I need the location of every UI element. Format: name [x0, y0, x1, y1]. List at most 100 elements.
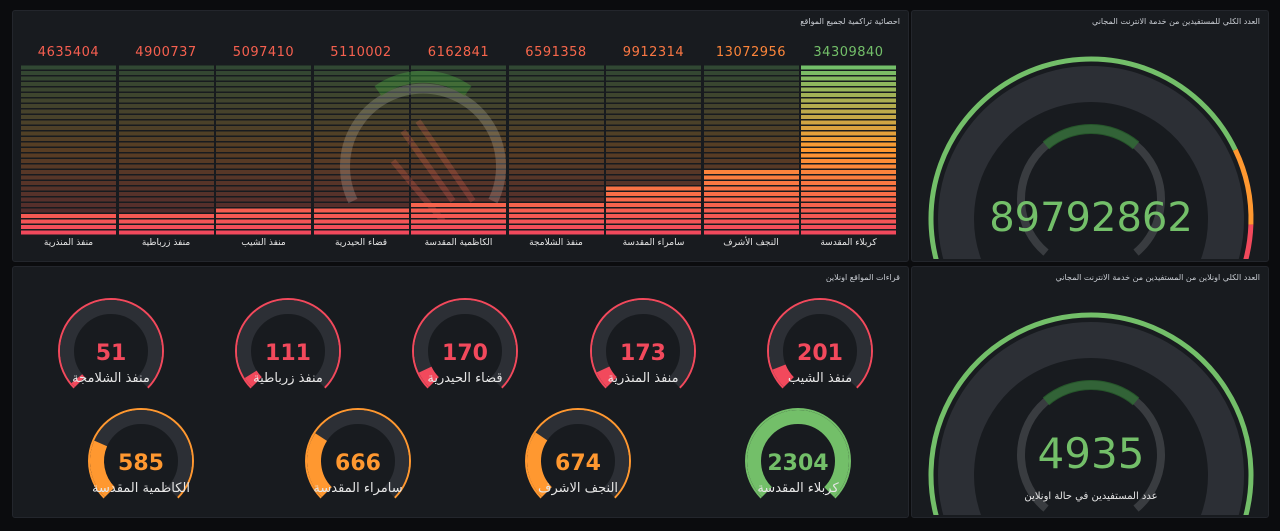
bar-segment-lit — [313, 219, 409, 224]
bar-column: 4635404 منفذ المنذرية — [21, 11, 116, 263]
bar-segment-lit — [21, 225, 116, 229]
bar-segment-unlit — [411, 192, 506, 196]
bar-segment-unlit — [703, 71, 799, 75]
bar-segment-lit — [801, 65, 896, 70]
bar-segment-unlit — [508, 148, 604, 152]
bar-segment-unlit — [508, 93, 604, 97]
site-gauge: 201 منفذ الشيب — [760, 297, 880, 397]
bar-segment-unlit — [118, 120, 214, 125]
bar-segment-lit — [216, 219, 311, 224]
gauge-track — [938, 322, 1244, 515]
bar-segment-unlit — [606, 142, 701, 147]
bar-segment-lit — [411, 214, 506, 218]
gauge-fill — [747, 410, 849, 498]
bar-segment-unlit — [216, 175, 311, 180]
bar-segment-unlit — [313, 175, 409, 180]
bar-segment-lit — [21, 230, 116, 235]
bar-segment-lit — [118, 230, 214, 235]
bar-segment-lit — [703, 192, 799, 196]
bar-value: 9912314 — [622, 45, 685, 60]
bar-segment-unlit — [216, 197, 311, 202]
site-gauge-value: 201 — [797, 341, 843, 366]
bar-segment-lit — [801, 225, 896, 229]
bar-segment-unlit — [216, 120, 311, 125]
bar-segment-unlit — [703, 87, 799, 92]
site-gauge-value: 173 — [620, 341, 666, 366]
gauge-threshold-arc — [525, 408, 631, 499]
gauge-threshold-arc — [928, 312, 1254, 515]
gauge-track — [769, 300, 871, 388]
bar-segment-lit — [508, 203, 604, 207]
bar-segment-unlit — [703, 164, 799, 169]
bar-segment-unlit — [118, 208, 214, 213]
bar-segment-unlit — [118, 186, 214, 191]
bar-segment-unlit — [118, 181, 214, 185]
bar-segment-lit — [216, 208, 311, 213]
gauge-threshold-arc — [1233, 148, 1254, 225]
bar-segment-unlit — [21, 126, 116, 130]
bar-segment-unlit — [21, 175, 116, 180]
bar-segment-unlit — [703, 131, 799, 136]
bar-segment-unlit — [216, 170, 311, 174]
bar-segment-unlit — [21, 82, 116, 86]
bar-segment-unlit — [508, 186, 604, 191]
bar-segment-lit — [801, 214, 896, 218]
bar-segment-unlit — [118, 197, 214, 202]
bar — [606, 65, 701, 235]
site-gauge: 674 النجف الاشرف — [518, 407, 638, 507]
bar-segment-lit — [801, 219, 896, 224]
site-gauge-value: 666 — [335, 451, 381, 476]
logo-watermark-band — [1042, 124, 1140, 150]
bar-segment-unlit — [216, 164, 311, 169]
bar-segment-unlit — [606, 120, 701, 125]
bar-segment-unlit — [411, 153, 506, 158]
gauge-track — [414, 300, 516, 388]
bar-segment-unlit — [118, 115, 214, 119]
bar-segment-unlit — [216, 186, 311, 191]
bar-segment-unlit — [411, 98, 506, 103]
bar-segment-unlit — [216, 71, 311, 75]
site-gauge-label: منفذ الشلامجة — [72, 371, 150, 386]
bar-segment-unlit — [216, 148, 311, 152]
bar-segment-unlit — [606, 71, 701, 75]
bar-segment-unlit — [313, 131, 409, 136]
bar-segment-unlit — [313, 186, 409, 191]
gauge-fill — [307, 433, 333, 498]
bar-segment-unlit — [703, 82, 799, 86]
bar-segment-unlit — [508, 142, 604, 147]
online-caption: عدد المستفيدين في حالة اونلاين — [1024, 491, 1158, 502]
bar-segment-lit — [606, 219, 701, 224]
bar-segment-lit — [801, 93, 896, 97]
bar-segment-unlit — [508, 98, 604, 103]
bar-column: 6162841 الكاظمية المقدسة — [411, 11, 506, 263]
bar-segment-lit — [606, 203, 701, 207]
bar-segment-unlit — [216, 153, 311, 158]
bar-segment-unlit — [411, 159, 506, 163]
bar-value: 6162841 — [427, 45, 490, 60]
bar-segment-unlit — [606, 65, 701, 70]
bar-segment-unlit — [118, 153, 214, 158]
bar-column: 13072956 النجف الأشرف — [703, 11, 799, 263]
bar-label: منفذ الشلامجة — [529, 238, 583, 248]
total-panel: العدد الكلي للمستفيدين من خدمة الانترنت … — [911, 10, 1269, 262]
bar-segment-unlit — [703, 126, 799, 130]
bar-segment-unlit — [313, 181, 409, 185]
bar — [801, 65, 896, 235]
gauge-threshold-arc — [767, 298, 873, 389]
bar-value: 4900737 — [135, 45, 197, 60]
site-gauge-label: الكاظمية المقدسة — [92, 481, 190, 496]
bar-segment-lit — [313, 208, 409, 213]
bar-segment-unlit — [606, 109, 701, 114]
bar-label: منفذ المنذرية — [43, 238, 94, 248]
bar-segment-unlit — [411, 93, 506, 97]
bar-segment-unlit — [411, 104, 506, 108]
site-gauge-label: منفذ الشيب — [787, 371, 853, 386]
bar-segment-lit — [801, 109, 896, 114]
gauge-track — [592, 300, 694, 388]
bar-segment-unlit — [313, 115, 409, 119]
bar-segment-lit — [703, 186, 799, 191]
site-gauge: 585 الكاظمية المقدسة — [81, 407, 201, 507]
bar-segment-lit — [703, 175, 799, 180]
bar-segment-lit — [606, 225, 701, 229]
bar-segment-unlit — [313, 76, 409, 81]
